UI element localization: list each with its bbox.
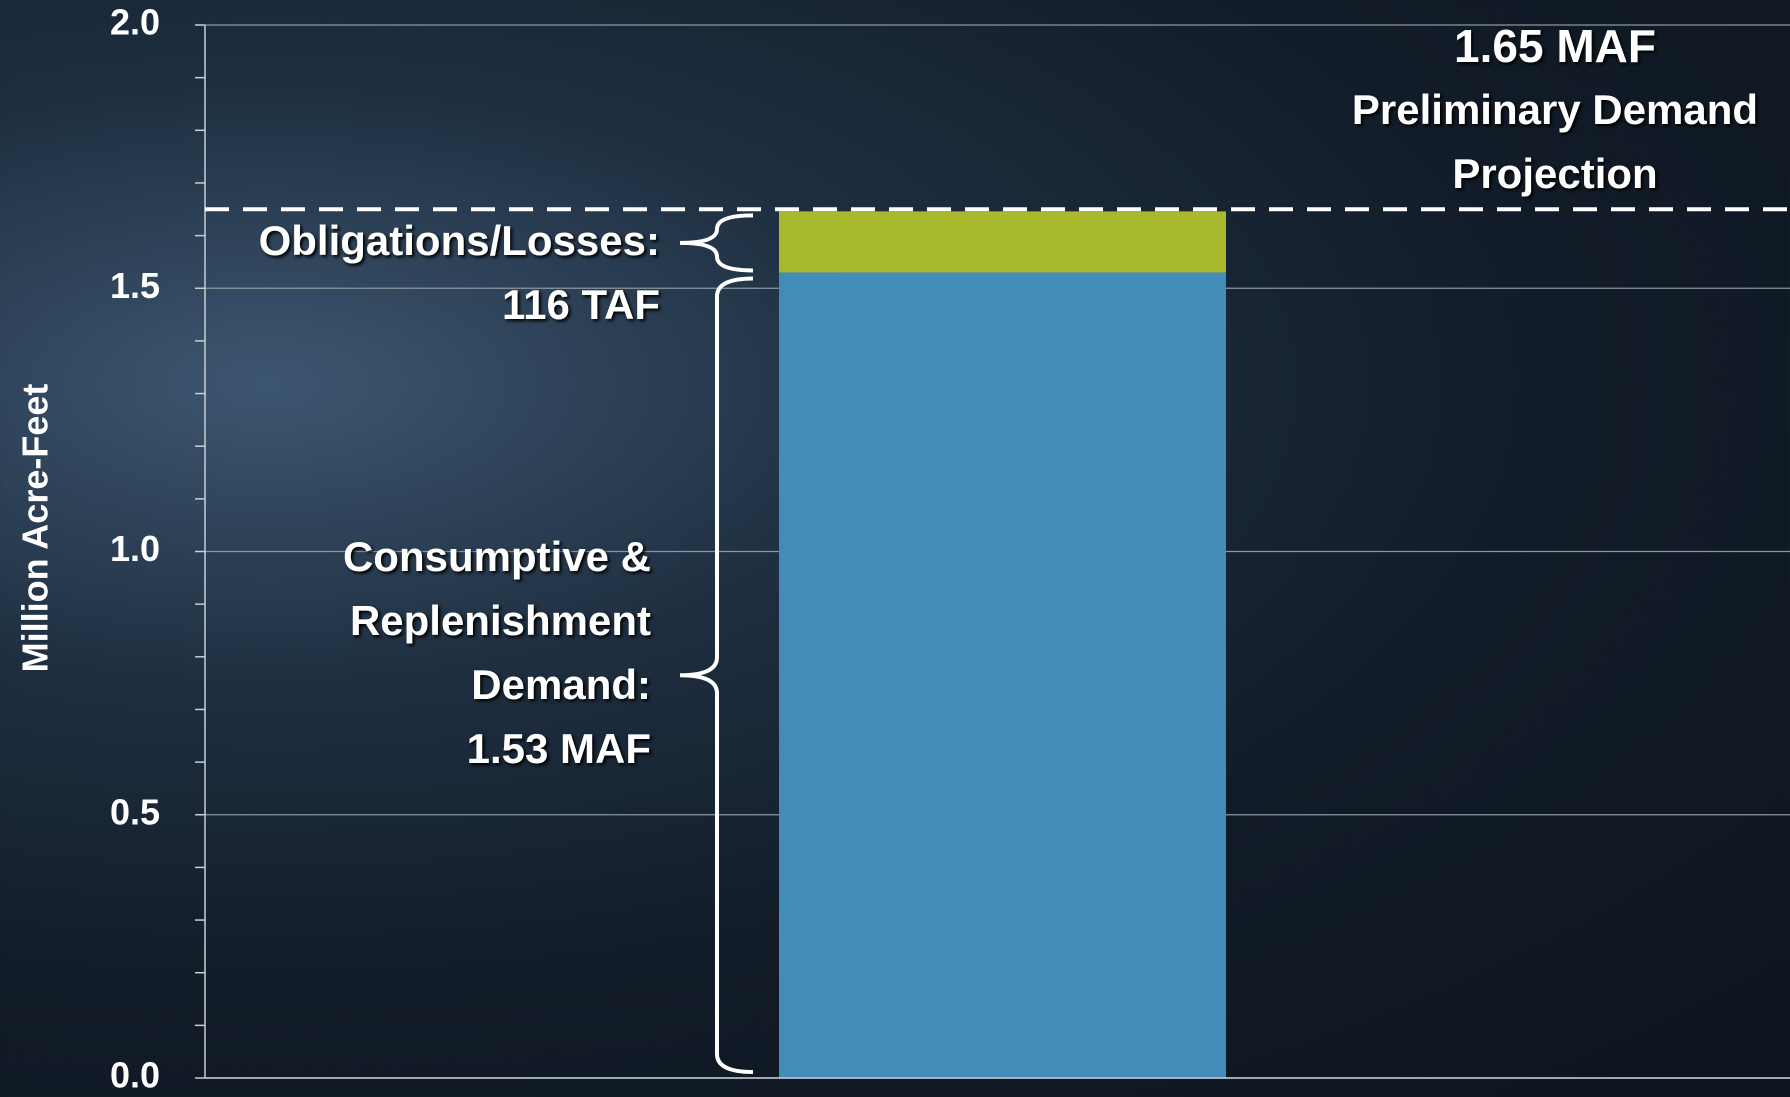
- bar-segment: [779, 272, 1226, 1079]
- y-tick-label: 2.0: [110, 2, 160, 43]
- y-tick-label: 1.5: [110, 265, 160, 306]
- value-label: 116 TAF: [502, 280, 660, 328]
- reference-text: Preliminary Demand Projection: [1351, 86, 1759, 197]
- reference-annotation: 1.65 MAF Preliminary Demand Projection: [1310, 14, 1790, 206]
- y-tick-label: 0.5: [110, 791, 160, 832]
- bar-segment: [779, 211, 1226, 273]
- series-name: Obligations/Losses:: [258, 216, 660, 264]
- value-label: 1.53 MAF: [466, 725, 651, 773]
- y-tick-label: 1.0: [110, 528, 160, 569]
- brace: [679, 276, 754, 1074]
- y-axis-label: Million Acre-Feet: [15, 384, 56, 673]
- brace: [679, 213, 754, 273]
- reference-label: 1.65 MAF: [1454, 20, 1656, 72]
- obligations-annotation: Obligations/Losses: 116 TAF: [200, 209, 660, 337]
- consumptive-annotation: Consumptive & Replenishment Demand: 1.53…: [311, 525, 651, 781]
- series-name: Consumptive & Replenishment Demand:: [342, 533, 651, 709]
- y-tick-label: 0.0: [110, 1055, 160, 1096]
